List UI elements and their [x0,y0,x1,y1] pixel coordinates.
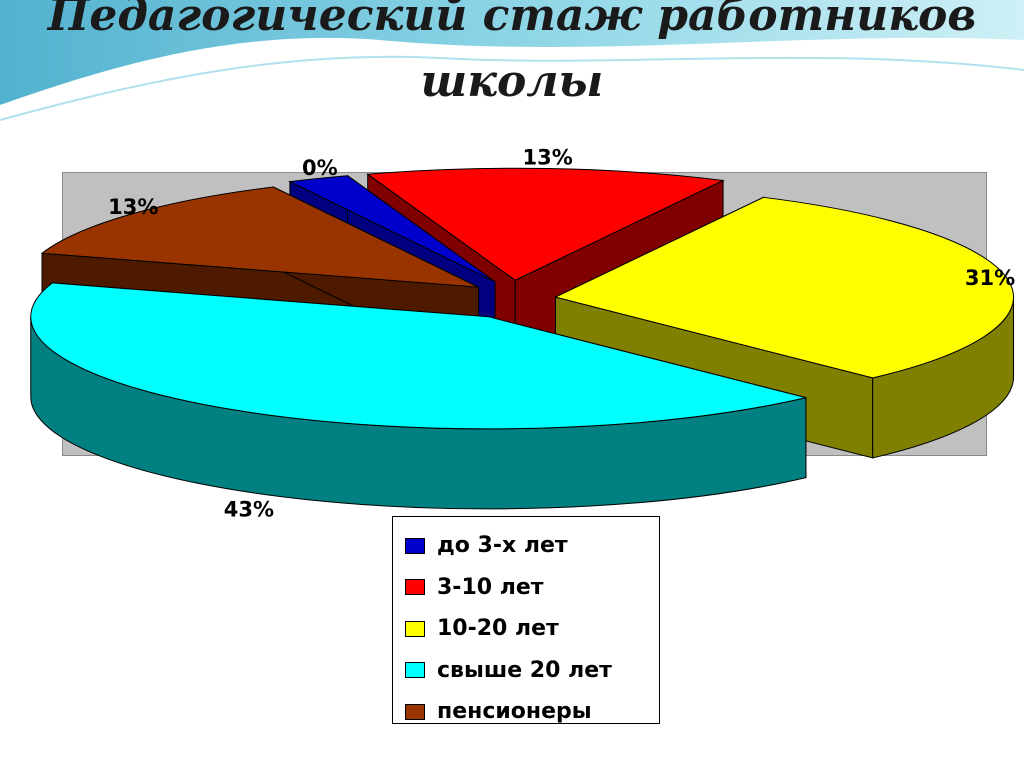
legend-label: 10-20 лет [437,616,559,642]
legend-item: свыше 20 лет [405,650,659,692]
legend-item: до 3-х лет [405,525,659,567]
slice-top [40,186,479,288]
legend-item: пенсионеры [405,691,659,733]
slide-title-line-2: школы [420,56,604,107]
slice-top [366,167,725,281]
legend-swatch [405,620,425,637]
legend-swatch [405,662,425,679]
chart-legend: до 3-х лет 3-10 лет 10-20 лет свыше 20 л… [392,516,660,724]
data-label: 31% [965,266,1015,290]
legend-swatch [405,703,425,720]
data-label: 13% [523,145,573,169]
legend-swatch [405,579,425,596]
slide-title-line-1: Педагогический стаж работников [47,0,977,41]
data-label: 43% [224,498,274,522]
slice-top [554,196,1015,379]
legend-swatch [405,537,425,554]
legend-item: 10-20 лет [405,608,659,650]
slice-top [288,175,496,283]
data-label: 13% [108,195,158,219]
data-label: 0% [302,156,338,180]
legend-label: до 3-х лет [437,533,568,559]
legend-label: пенсионеры [437,699,592,725]
legend-label: 3-10 лет [437,574,544,600]
legend-item: 3-10 лет [405,567,659,609]
pie-slice [30,282,807,510]
slice-top [30,282,807,430]
decorative-wave-banner [0,0,1024,121]
legend-label: свыше 20 лет [437,657,612,683]
